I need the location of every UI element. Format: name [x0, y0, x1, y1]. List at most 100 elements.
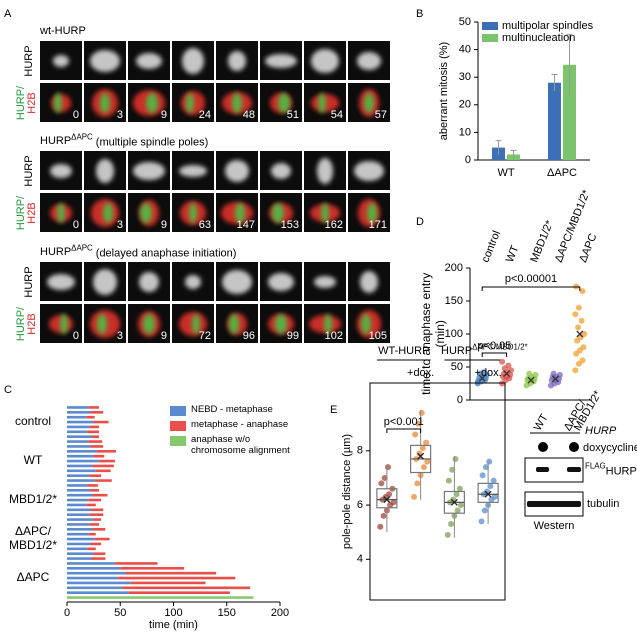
group-label-base: HURP [441, 345, 472, 357]
bar-segment [90, 445, 104, 448]
bar-segment [67, 552, 94, 555]
time-label: 3 [117, 330, 123, 342]
signal [228, 51, 246, 71]
blot-caption: Western [534, 520, 575, 532]
signal [314, 276, 336, 288]
point [505, 362, 512, 369]
category-label: MBD1/2* [8, 492, 58, 507]
y-tick-label: 6 [357, 499, 363, 511]
time-label: 3 [117, 109, 123, 121]
legend-label: multipolar spindles [502, 20, 594, 32]
bar-segment [67, 557, 92, 560]
time-label: 9 [161, 219, 167, 231]
time-label: 24 [199, 109, 211, 121]
point [532, 371, 539, 378]
signal [96, 159, 114, 183]
point [377, 523, 384, 530]
bar-segment [67, 420, 94, 424]
point [378, 480, 385, 487]
signal [317, 158, 333, 184]
point [381, 474, 388, 481]
bar-segment [90, 411, 104, 414]
signal [324, 314, 332, 334]
signal [268, 273, 294, 291]
bar-segment [88, 498, 102, 502]
bar-segment [91, 508, 104, 512]
box [477, 482, 499, 503]
bar-segment [67, 498, 89, 502]
bar-segment [67, 532, 89, 536]
bar-segment [67, 425, 90, 429]
error-bar [495, 140, 502, 155]
signal [360, 271, 378, 293]
point [456, 485, 463, 492]
signal [275, 314, 287, 334]
bar-segment [120, 567, 185, 570]
bar-segment [67, 489, 91, 492]
bar-segment [87, 547, 96, 551]
signal [265, 54, 297, 68]
legend-swatch [170, 421, 186, 431]
time-label: 3 [117, 219, 123, 231]
signal [357, 52, 381, 70]
bar-segment [92, 528, 106, 531]
row-label: HURP/ [15, 306, 27, 341]
category-label: ΔAPC/ MBD1/2* [8, 524, 58, 553]
annotation: p<0.001 [384, 416, 424, 428]
section-title: HURPΔAPC (delayed anaphase initiation) [40, 244, 236, 260]
legend-swatch [482, 22, 498, 30]
group-label-base: WT-HURP [378, 345, 429, 357]
row-label: HURP/ [15, 85, 27, 120]
point [481, 369, 487, 376]
signal [60, 314, 68, 334]
y-tick-label: 10 [459, 126, 471, 138]
bar-segment [87, 484, 98, 487]
signal [272, 203, 284, 223]
y-tick-label: 0 [465, 154, 471, 166]
category-label: control [14, 414, 52, 429]
bar-segment [125, 571, 217, 575]
bar-segment [93, 420, 109, 424]
point [452, 455, 459, 462]
signal [97, 314, 107, 334]
x-tick-label: WT [504, 244, 522, 265]
y-tick-label: 30 [459, 71, 471, 83]
y-tick-label: 150 [445, 295, 463, 307]
x-tick-label: 50 [114, 607, 126, 619]
signal [235, 203, 245, 223]
signal [364, 93, 374, 113]
section-title-base: wt-HURP [39, 25, 86, 37]
y-tick-label: 50 [459, 16, 471, 28]
bar-segment [93, 518, 102, 521]
band-label-base: tubulin [587, 498, 619, 510]
signal [278, 93, 290, 113]
row-label: HURP/ [15, 195, 27, 230]
mean-marker [484, 490, 492, 498]
dox-dot [538, 442, 548, 452]
time-label: 48 [243, 109, 255, 121]
error-bar [551, 73, 558, 91]
bar-segment [92, 464, 114, 468]
bar [563, 64, 576, 160]
band [567, 467, 581, 472]
bar-segment [67, 430, 88, 434]
point [420, 464, 427, 471]
time-label: 105 [369, 330, 387, 342]
point [550, 370, 557, 377]
bracket [481, 352, 508, 357]
point [411, 493, 418, 500]
bar-segment [67, 537, 95, 541]
bar-segment [91, 435, 99, 438]
point [478, 518, 485, 525]
signal [57, 203, 65, 223]
point [508, 367, 515, 374]
point [390, 499, 397, 506]
category-label: ΔAPC [16, 570, 50, 585]
signal [179, 165, 207, 177]
bar-segment [67, 484, 88, 487]
point [526, 370, 533, 377]
point [572, 367, 579, 374]
point [499, 358, 506, 365]
y-tick-label: 0 [457, 394, 463, 406]
bar-segment [88, 532, 96, 536]
